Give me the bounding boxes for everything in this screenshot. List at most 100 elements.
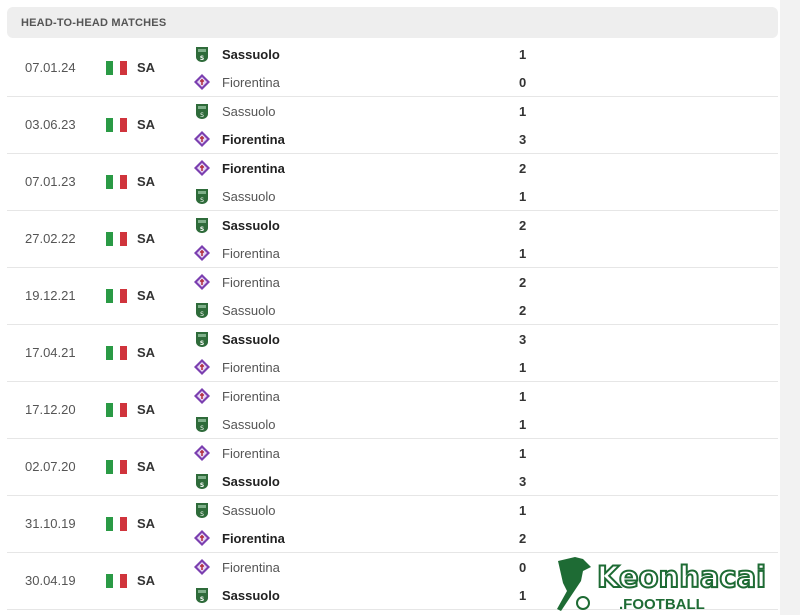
section-title: HEAD-TO-HEAD MATCHES xyxy=(21,16,167,29)
svg-text:S: S xyxy=(200,112,204,119)
team-home: Fiorentina xyxy=(193,158,285,178)
match-row[interactable]: 27.02.22 SA S Sassuolo 2 Fiorentina 1 xyxy=(7,211,778,268)
match-row[interactable]: 17.04.21 SA S Sassuolo 3 Fiorentina 1 xyxy=(7,325,778,382)
italy-flag-icon xyxy=(106,460,127,474)
team-away: Fiorentina xyxy=(193,357,280,377)
svg-text:S: S xyxy=(200,226,204,233)
team-name: Fiorentina xyxy=(222,274,280,290)
fiorentina-crest-icon xyxy=(194,559,210,575)
score-away: 1 xyxy=(519,246,527,261)
team-name: Sassuolo xyxy=(222,587,280,603)
team-name: Sassuolo xyxy=(222,302,276,318)
score-home: 2 xyxy=(519,218,527,233)
team-home: S Sassuolo xyxy=(193,44,280,64)
team-away: S Sassuolo xyxy=(193,471,280,491)
score-away: 3 xyxy=(519,132,527,147)
team-name: Fiorentina xyxy=(222,245,280,261)
fiorentina-crest-icon xyxy=(194,245,210,261)
match-date: 19.12.21 xyxy=(25,288,76,303)
team-home: S Sassuolo xyxy=(193,329,280,349)
score-home: 1 xyxy=(519,389,527,404)
match-date: 27.02.22 xyxy=(25,231,76,246)
sassuolo-crest-icon: S xyxy=(196,474,208,489)
italy-flag-icon xyxy=(106,232,127,246)
league-label: SA xyxy=(137,402,156,417)
team-away: S Sassuolo xyxy=(193,300,275,320)
score-home: 2 xyxy=(519,161,527,176)
watermark-subtext: .FOOTBALL xyxy=(619,596,705,613)
sassuolo-crest-icon: S xyxy=(196,104,208,119)
match-date: 07.01.23 xyxy=(25,174,76,189)
italy-flag-icon xyxy=(106,175,127,189)
italy-flag-icon xyxy=(106,517,127,531)
fiorentina-crest-icon xyxy=(194,530,210,546)
italy-flag-icon xyxy=(106,574,127,588)
score-home: 2 xyxy=(519,275,527,290)
team-away: S Sassuolo xyxy=(193,186,275,206)
italy-flag-icon xyxy=(106,403,127,417)
italy-flag-icon xyxy=(106,61,127,75)
team-away: Fiorentina xyxy=(193,243,280,263)
score-away: 1 xyxy=(519,189,527,204)
score-home: 1 xyxy=(519,446,527,461)
league-label: SA xyxy=(137,60,156,75)
score-away: 0 xyxy=(519,75,527,90)
score-away: 3 xyxy=(519,474,527,489)
svg-text:S: S xyxy=(200,340,204,347)
sassuolo-crest-icon: S xyxy=(196,218,208,233)
match-date: 30.04.19 xyxy=(25,573,76,588)
sassuolo-crest-icon: S xyxy=(196,189,208,204)
svg-text:S: S xyxy=(200,55,204,62)
svg-text:S: S xyxy=(200,197,204,204)
match-row[interactable]: 07.01.23 SA Fiorentina 2 S Sassuolo 1 xyxy=(7,154,778,211)
score-home: 0 xyxy=(519,560,527,575)
league-label: SA xyxy=(137,459,156,474)
fiorentina-crest-icon xyxy=(194,359,210,375)
match-row[interactable]: 19.12.21 SA Fiorentina 2 S Sassuolo 2 xyxy=(7,268,778,325)
team-name: Fiorentina xyxy=(222,559,280,575)
match-date: 31.10.19 xyxy=(25,516,76,531)
team-name: Fiorentina xyxy=(222,74,280,90)
sassuolo-crest-icon: S xyxy=(196,332,208,347)
team-name: Sassuolo xyxy=(222,331,280,347)
italy-flag-icon xyxy=(106,118,127,132)
match-row[interactable]: 30.04.19 SA Fiorentina 0 S Sassuolo 1 xyxy=(7,553,778,610)
svg-text:S: S xyxy=(200,311,204,318)
score-home: 1 xyxy=(519,104,527,119)
score-away: 1 xyxy=(519,417,527,432)
match-date: 07.01.24 xyxy=(25,60,76,75)
scrollbar-track[interactable] xyxy=(780,0,800,615)
sassuolo-crest-icon: S xyxy=(196,303,208,318)
match-row[interactable]: 07.01.24 SA S Sassuolo 1 Fiorentina 0 xyxy=(7,40,778,97)
svg-text:S: S xyxy=(200,482,204,489)
score-away: 2 xyxy=(519,303,527,318)
team-away: Fiorentina xyxy=(193,528,285,548)
italy-flag-icon xyxy=(106,289,127,303)
team-name: Fiorentina xyxy=(222,530,285,546)
league-label: SA xyxy=(137,174,156,189)
team-name: Sassuolo xyxy=(222,188,276,204)
fiorentina-crest-icon xyxy=(194,74,210,90)
fiorentina-crest-icon xyxy=(194,445,210,461)
fiorentina-crest-icon xyxy=(194,131,210,147)
team-name: Fiorentina xyxy=(222,131,285,147)
match-row[interactable]: 17.12.20 SA Fiorentina 1 S Sassuolo 1 xyxy=(7,382,778,439)
team-home: S Sassuolo xyxy=(193,215,280,235)
fiorentina-crest-icon xyxy=(194,160,210,176)
team-name: Fiorentina xyxy=(222,160,285,176)
match-row[interactable]: 31.10.19 SA S Sassuolo 1 Fiorentina 2 xyxy=(7,496,778,553)
league-label: SA xyxy=(137,573,156,588)
team-home: Fiorentina xyxy=(193,443,280,463)
team-home: Fiorentina xyxy=(193,386,280,406)
match-row[interactable]: 02.07.20 SA Fiorentina 1 S Sassuolo 3 xyxy=(7,439,778,496)
score-home: 3 xyxy=(519,332,527,347)
match-row[interactable]: 03.06.23 SA S Sassuolo 1 Fiorentina 3 xyxy=(7,97,778,154)
team-home: Fiorentina xyxy=(193,272,280,292)
team-away: Fiorentina xyxy=(193,129,285,149)
team-name: Sassuolo xyxy=(222,103,276,119)
sassuolo-crest-icon: S xyxy=(196,47,208,62)
team-away: S Sassuolo xyxy=(193,585,280,605)
svg-text:S: S xyxy=(200,596,204,603)
svg-text:S: S xyxy=(200,425,204,432)
league-label: SA xyxy=(137,345,156,360)
